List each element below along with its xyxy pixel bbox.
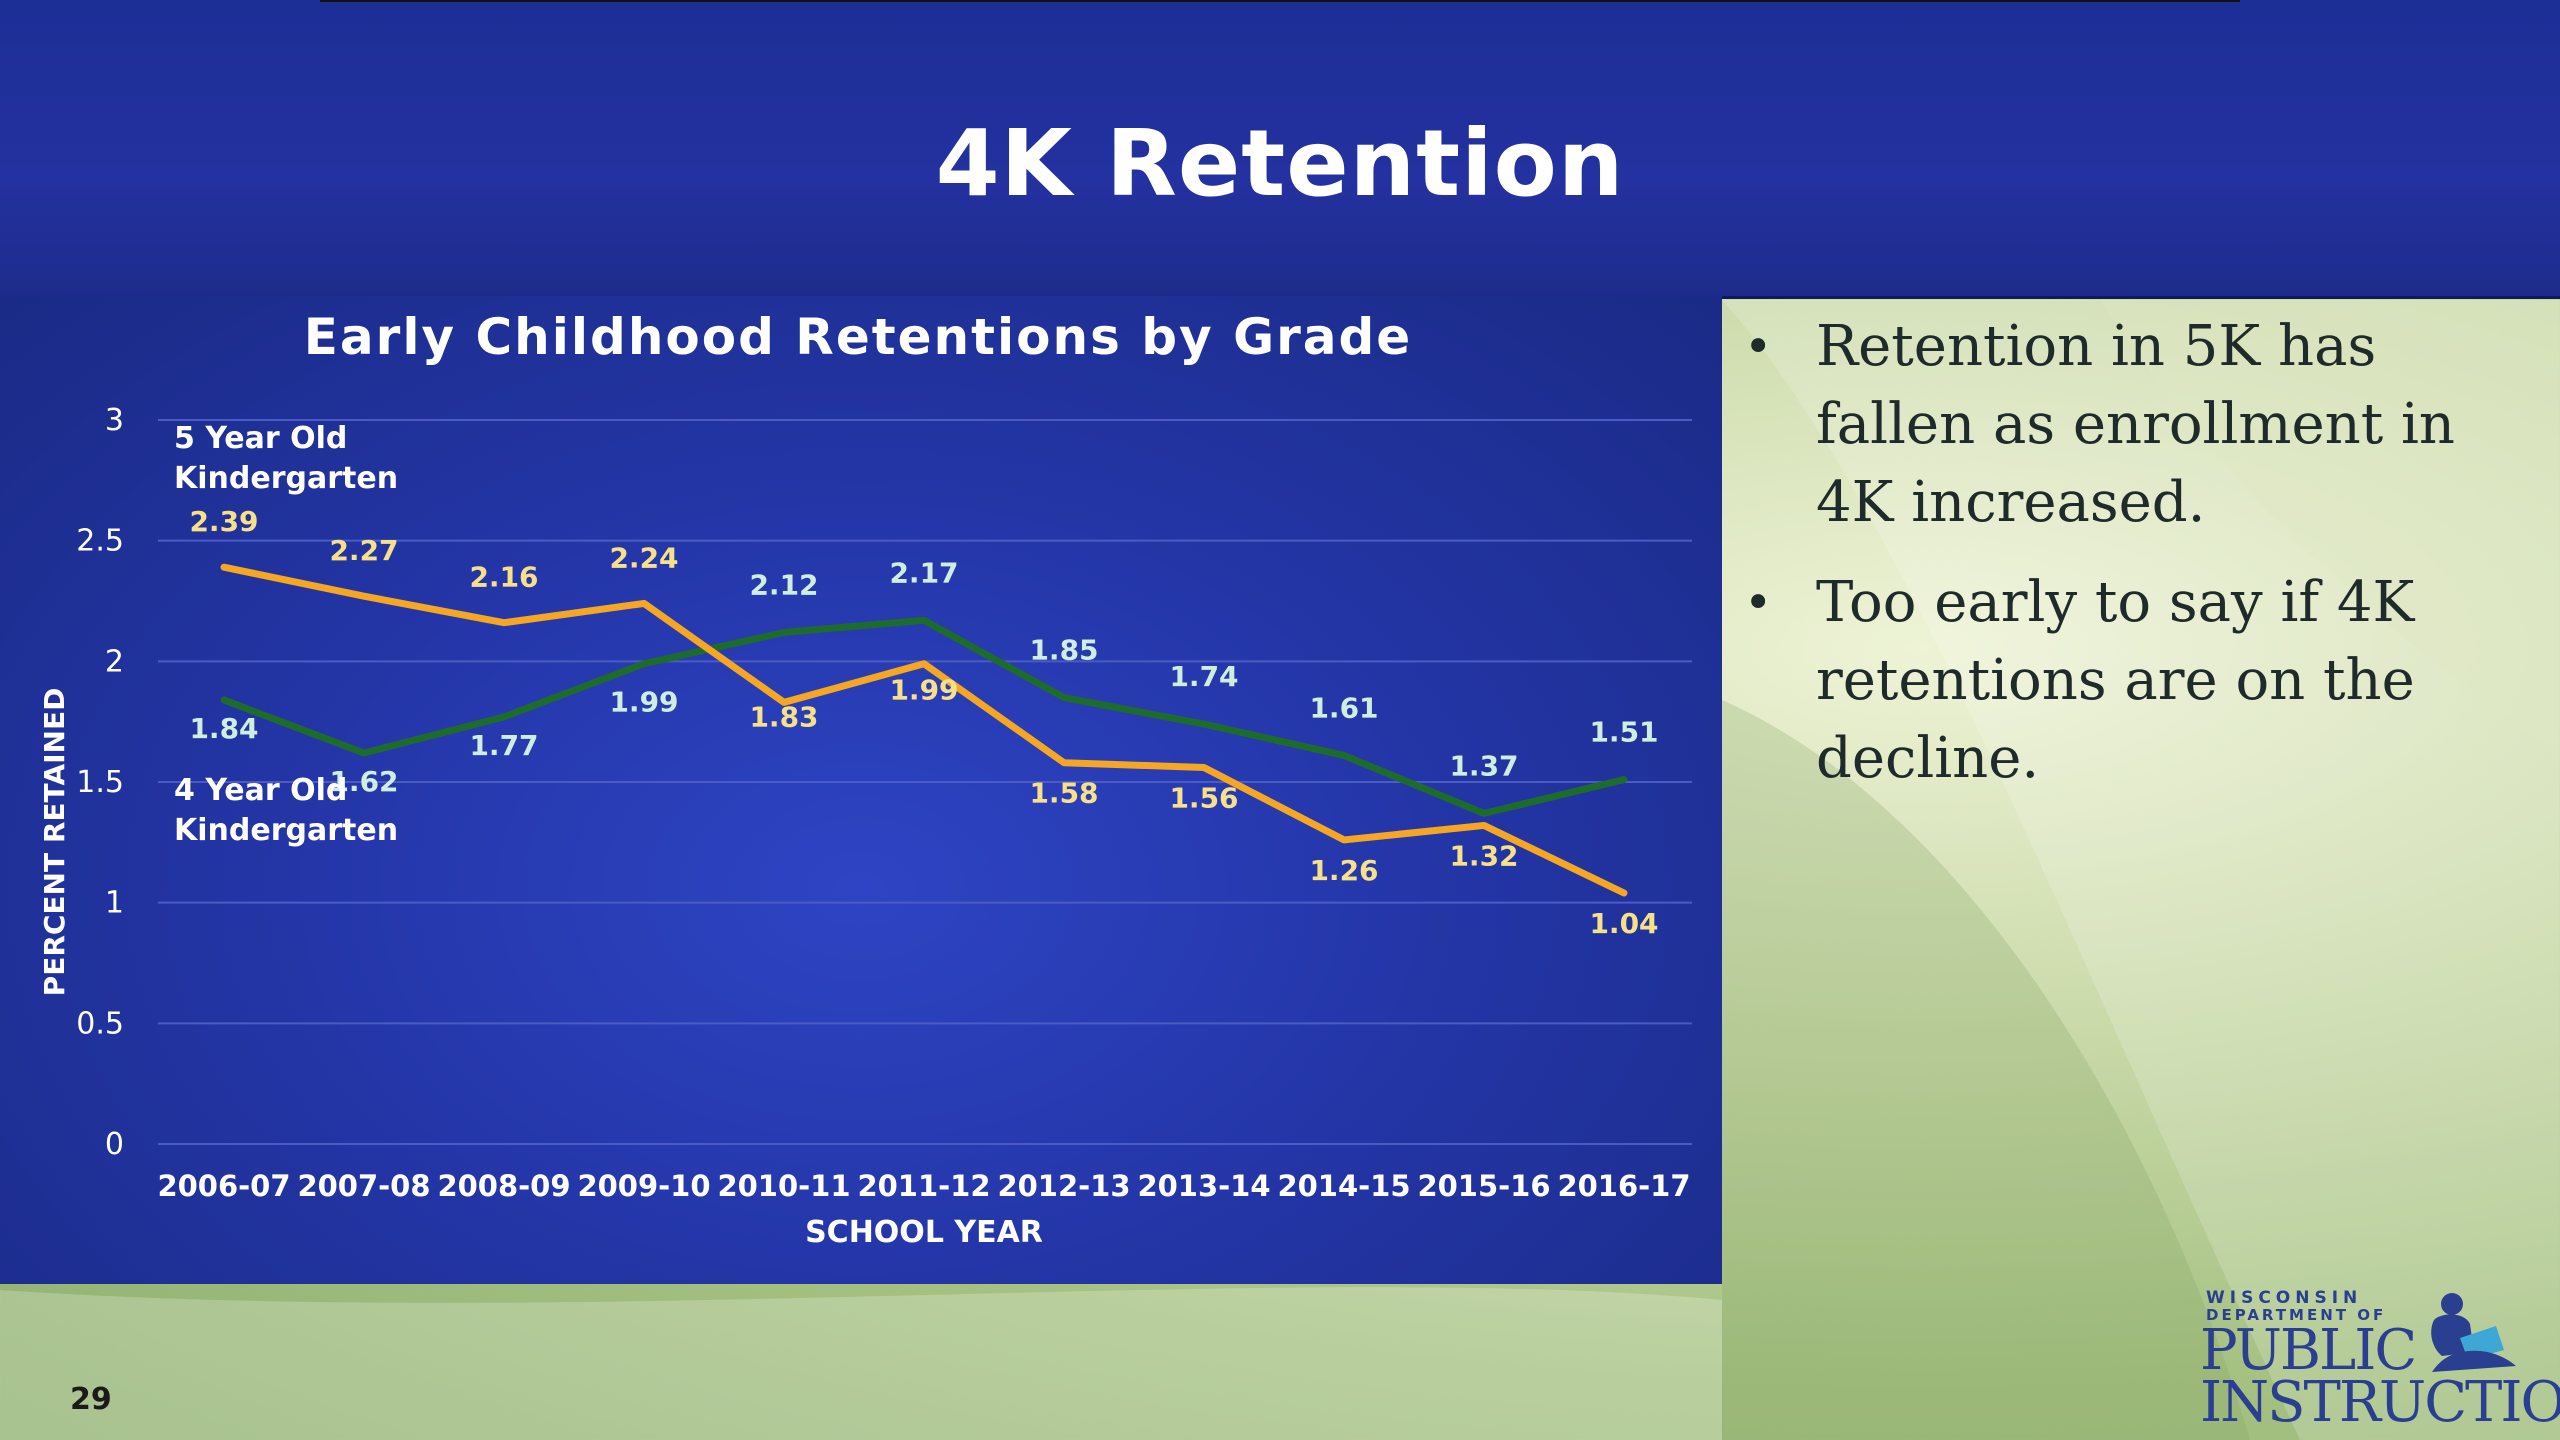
y-tick-label: 0.5	[76, 1006, 124, 1041]
dpi-logo: WISCONSIN DEPARTMENT OF PUBLIC INSTRUCTI…	[2200, 1288, 2560, 1435]
header-top-line	[320, 0, 2240, 2]
series-name-labels: 5 Year Old Kindergarten 4 Year Old Kinderga…	[174, 421, 398, 848]
chart-data-labels: 2.39 2.27 2.16 2.24 1.83 1.99 1.58 1.56 1.26 1.32…	[189, 505, 1658, 940]
data-label: 2.12	[749, 568, 818, 601]
x-tick-label: 2012-13	[997, 1169, 1130, 1203]
bullet-text: Retention in 5K has fallen as enrollment…	[1816, 314, 2455, 535]
data-label: 1.83	[749, 700, 818, 733]
bullet-dot-icon: •	[1744, 319, 1773, 375]
x-tick-label: 2006-07	[157, 1169, 290, 1203]
y-tick-label: 1.5	[76, 765, 124, 800]
x-tick-label: 2011-12	[857, 1169, 990, 1203]
data-label: 1.26	[1309, 854, 1378, 887]
data-label: 1.85	[1029, 634, 1098, 667]
data-label: 1.62	[329, 765, 398, 798]
x-tick-label: 2007-08	[297, 1169, 430, 1203]
data-label: 2.39	[189, 505, 258, 538]
x-tick-label: 2010-11	[717, 1169, 850, 1203]
data-label: 1.58	[1029, 777, 1098, 810]
x-tick-label: 2013-14	[1137, 1169, 1270, 1203]
data-label: 1.99	[609, 686, 678, 719]
data-label: 1.56	[1169, 782, 1238, 815]
y-tick-label: 0	[105, 1127, 124, 1162]
y-tick-label: 2	[105, 644, 124, 679]
logo-line4: INSTRUCTION	[2200, 1370, 2560, 1435]
y-axis-ticks: 0 0.5 1 1.5 2 2.5 3	[76, 403, 124, 1162]
line-chart: Early Childhood Retentions by Grade 0 0.5…	[38, 308, 1692, 1250]
slide-header: 4K Retention	[0, 0, 2560, 299]
x-tick-label: 2009-10	[577, 1169, 710, 1203]
data-label: 2.16	[469, 561, 538, 594]
child-reading-icon	[2431, 1293, 2516, 1372]
series-line-5k	[220, 563, 1628, 897]
x-axis-ticks: 2006-07 2007-08 2008-09 2009-10 2010-11 2011-…	[157, 1169, 1690, 1203]
data-label: 1.37	[1449, 749, 1518, 782]
data-label: 1.51	[1589, 716, 1658, 749]
bullet-item: • Too early to say if 4K retentions are …	[1736, 564, 2546, 798]
y-tick-label: 1	[105, 886, 124, 921]
bullet-text: Too early to say if 4K retentions are on…	[1816, 570, 2415, 791]
logo-line1: WISCONSIN	[2206, 1288, 2363, 1308]
data-label: 1.74	[1169, 660, 1238, 693]
data-label: 2.24	[609, 541, 678, 574]
x-axis-label: SCHOOL YEAR	[805, 1215, 1043, 1250]
x-tick-label: 2016-17	[1557, 1169, 1690, 1203]
data-label: 1.61	[1309, 691, 1378, 724]
slide-title: 4K Retention	[935, 110, 1625, 217]
y-axis-label: PERCENT RETAINED	[38, 688, 71, 997]
logo-line2: DEPARTMENT OF	[2206, 1306, 2387, 1324]
series-name-label: 4 Year Old	[174, 773, 347, 808]
data-label: 1.99	[889, 674, 958, 707]
y-tick-label: 3	[105, 403, 124, 438]
chart-series-lines	[220, 563, 1628, 897]
series-name-label: 5 Year Old	[174, 421, 347, 456]
x-tick-label: 2008-09	[437, 1169, 570, 1203]
x-tick-label: 2014-15	[1277, 1169, 1410, 1203]
data-label: 2.27	[329, 534, 398, 567]
bullet-item: • Retention in 5K has fallen as enrollme…	[1736, 308, 2546, 542]
chart-title: Early Childhood Retentions by Grade	[304, 308, 1412, 366]
series-name-label: Kindergarten	[174, 813, 398, 848]
page-number: 29	[70, 1382, 112, 1417]
data-label: 1.77	[469, 729, 538, 762]
bullet-dot-icon: •	[1744, 575, 1773, 631]
logo-line3: PUBLIC	[2200, 1318, 2417, 1383]
data-label: 1.04	[1589, 907, 1658, 940]
series-name-label: Kindergarten	[174, 461, 398, 496]
series-line-4k	[220, 616, 1628, 817]
y-tick-label: 2.5	[76, 524, 124, 559]
x-tick-label: 2015-16	[1417, 1169, 1550, 1203]
chart-panel: Early Childhood Retentions by Grade 0 0.5…	[0, 296, 1722, 1284]
data-label: 1.84	[189, 712, 258, 745]
data-label: 1.32	[1449, 839, 1518, 872]
data-label: 2.17	[889, 556, 958, 589]
bullet-list: • Retention in 5K has fallen as enrollme…	[1736, 308, 2546, 820]
